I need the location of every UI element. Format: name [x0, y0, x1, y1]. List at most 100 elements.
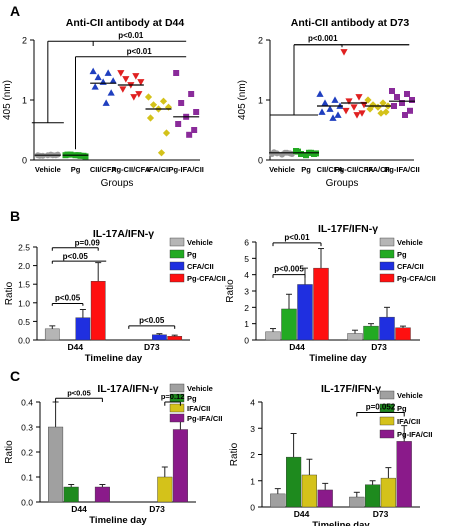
y-tick-label: 2 [244, 303, 249, 313]
sig-label: p<0.001 [308, 34, 338, 43]
panel-label-a: A [10, 3, 20, 19]
legend-label: IFA/CII [397, 417, 420, 426]
data-point [119, 86, 127, 93]
data-point [334, 111, 342, 118]
data-point [391, 103, 397, 109]
data-point [102, 99, 110, 106]
x-tick-label: IFA/CII [147, 165, 170, 174]
legend-swatch [379, 273, 395, 283]
legend-label: Pg-CFA/CII [187, 274, 226, 283]
y-tick-label: 0.1 [21, 473, 33, 483]
data-point [36, 152, 43, 159]
bar [347, 333, 363, 341]
data-point [186, 131, 193, 138]
x-tick-label: CII/CFA [317, 165, 344, 174]
bar [90, 281, 106, 341]
bar [395, 327, 411, 341]
data-point [191, 127, 198, 133]
y-tick-label: 0 [250, 503, 255, 513]
data-point [135, 91, 143, 98]
legend-label: Pg-IFA/CII [187, 414, 222, 423]
y-tick-label: 4 [250, 398, 255, 408]
y-axis-label: Ratio [4, 440, 15, 464]
y-tick-label: 2 [258, 36, 263, 46]
data-point [329, 114, 337, 121]
data-point [157, 149, 166, 157]
data-point [130, 94, 138, 101]
x-tick-label: Vehicle [269, 165, 295, 174]
bar [313, 267, 329, 341]
data-point [295, 148, 301, 155]
data-point [89, 67, 97, 75]
bar [265, 331, 281, 341]
y-tick-label: 0 [22, 156, 27, 166]
data-point [350, 104, 358, 111]
y-tick-label: 1 [22, 96, 27, 106]
data-point [193, 109, 200, 115]
bar [157, 476, 173, 503]
y-axis-label: 405 (nm) [237, 80, 248, 120]
data-point [353, 112, 361, 119]
data-point [91, 83, 99, 90]
y-tick-label: 0.4 [21, 398, 33, 408]
y-axis-label: Ratio [225, 279, 236, 303]
data-point [377, 109, 385, 117]
legend-swatch [379, 416, 395, 426]
x-tick-label: Pg-IFA/CII [168, 165, 203, 174]
y-tick-label: 1 [258, 96, 263, 106]
y-tick-label: 1.0 [18, 298, 30, 308]
bar [281, 308, 297, 341]
data-point [318, 108, 326, 115]
bar [63, 486, 79, 503]
bar [379, 316, 395, 341]
legend-swatch [169, 413, 185, 423]
panel-label-c: C [10, 368, 20, 384]
x-tick-label: Pg [71, 165, 81, 174]
y-tick-label: 0 [258, 156, 263, 166]
y-tick-label: 0.5 [18, 317, 30, 327]
x-tick-label: D44 [294, 509, 310, 519]
bar [172, 429, 188, 503]
chart-title: IL-17F/IFN-γ [318, 223, 378, 235]
data-point [316, 90, 324, 97]
x-tick-label: Pg-CII/CFA [335, 165, 374, 174]
y-tick-label: 6 [244, 238, 249, 248]
data-point [404, 91, 410, 97]
y-tick-label: 0 [244, 336, 249, 346]
data-point [109, 77, 117, 84]
data-point [331, 96, 339, 103]
legend-swatch [379, 390, 395, 400]
data-point [159, 97, 168, 105]
x-tick-label: Vehicle [35, 165, 61, 174]
x-axis-label: Timeline day [85, 353, 143, 364]
data-point [409, 97, 415, 103]
y-tick-label: 0.2 [21, 448, 33, 458]
sig-label: p<0.01 [127, 47, 153, 56]
legend-label: CFA/CII [187, 262, 214, 271]
x-axis-label: Groups [101, 178, 134, 189]
y-tick-label: 0.0 [18, 336, 30, 346]
bar [94, 486, 110, 503]
data-point [342, 107, 350, 115]
y-tick-label: 3 [250, 424, 255, 434]
x-tick-label: IFA/CII [366, 165, 389, 174]
data-point [162, 129, 171, 137]
bar [48, 426, 64, 503]
data-point [178, 100, 185, 106]
data-point [399, 100, 405, 106]
legend-label: Vehicle [397, 238, 423, 247]
data-point [358, 110, 366, 117]
y-axis-label: Ratio [229, 442, 240, 466]
data-point [144, 93, 153, 101]
chart-title: IL-17A/IFN-γ [93, 228, 154, 240]
data-point [355, 94, 363, 101]
y-tick-label: 3 [244, 287, 249, 297]
data-point [382, 108, 390, 116]
legend-label: IFA/CII [187, 404, 210, 413]
legend-label: Pg [397, 250, 407, 259]
legend-swatch [169, 273, 185, 283]
chart-title: IL-17A/IFN-γ [97, 383, 158, 395]
legend-swatch [379, 261, 395, 271]
